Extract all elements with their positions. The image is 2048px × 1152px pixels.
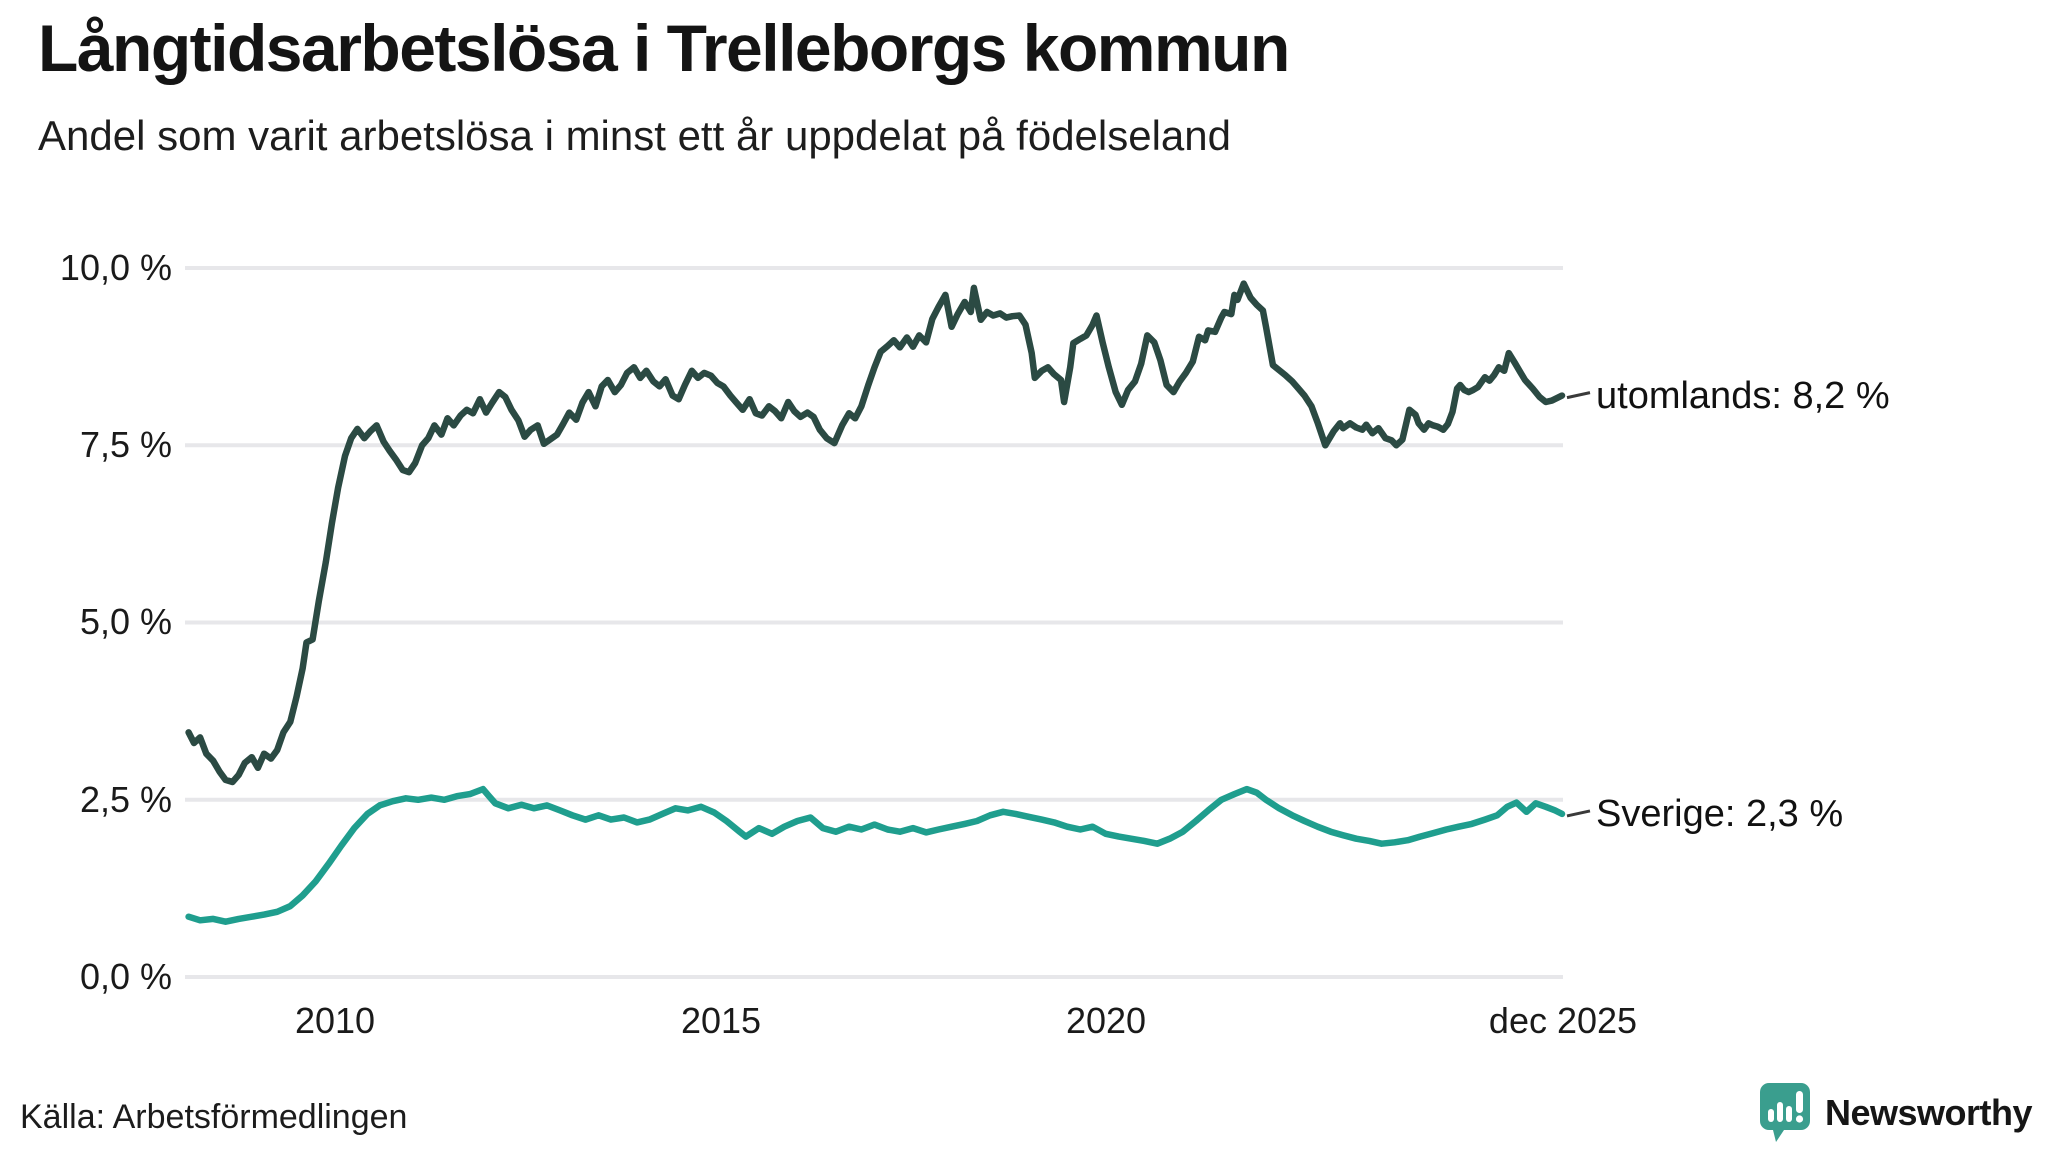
x-tick-label-dec2025: dec 2025 — [1488, 1000, 1638, 1041]
newsworthy-bubble-icon — [1759, 1083, 1810, 1142]
y-tick-label-0: 0,0 % — [79, 956, 172, 997]
series-line-utomlands — [185, 280, 1566, 786]
series-label-sverige: Sverige: 2,3 % — [1596, 793, 1844, 835]
series-line-Sverige — [185, 785, 1566, 925]
series-label-utomlands: utomlands: 8,2 % — [1596, 375, 1890, 417]
series-lines — [185, 280, 1566, 925]
newsworthy-wordmark: Newsworthy — [1824, 1092, 2033, 1133]
chart-subtitle: Andel som varit arbetslösa i minst ett å… — [38, 112, 1232, 159]
x-tick-label-2020: 2020 — [1065, 1000, 1147, 1041]
newsworthy-logo: Newsworthy — [1759, 1082, 2033, 1144]
page-title: Långtidsarbetslösa i Trelleborgs kommun — [38, 11, 1290, 85]
y-tick-label-5: 5,0 % — [79, 601, 172, 642]
source-note: Källa: Arbetsförmedlingen — [20, 1098, 408, 1136]
annotation-dashes — [1566, 391, 1591, 818]
y-tick-label-2-5: 2,5 % — [79, 779, 172, 820]
y-tick-label-10: 10,0 % — [59, 247, 172, 288]
x-tick-label-2015: 2015 — [680, 1000, 762, 1041]
y-tick-label-7-5: 7,5 % — [79, 424, 172, 465]
x-tick-label-2010: 2010 — [294, 1000, 376, 1041]
